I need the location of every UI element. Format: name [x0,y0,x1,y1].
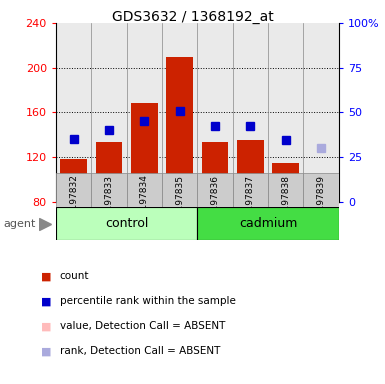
Text: GSM197838: GSM197838 [281,174,290,230]
Bar [197,173,233,207]
Text: agent: agent [4,218,36,229]
Text: percentile rank within the sample: percentile rank within the sample [60,296,236,306]
Text: GSM197837: GSM197837 [246,174,255,230]
Text: GSM197832: GSM197832 [69,174,78,229]
Bar [303,23,339,202]
Text: GDS3632 / 1368192_at: GDS3632 / 1368192_at [112,10,273,23]
Bar [273,162,299,202]
Bar [198,23,233,202]
Bar [197,207,339,240]
Text: GSM197836: GSM197836 [211,174,219,230]
Text: rank, Detection Call = ABSENT: rank, Detection Call = ABSENT [60,346,220,356]
Bar [91,23,127,202]
Text: GSM197839: GSM197839 [316,174,326,230]
Bar [60,159,87,202]
Bar [127,173,162,207]
Bar [303,173,339,207]
Text: count: count [60,271,89,281]
Bar [268,23,303,202]
Bar [237,140,264,202]
Text: value, Detection Call = ABSENT: value, Detection Call = ABSENT [60,321,225,331]
Bar [95,142,122,202]
Bar [166,56,193,202]
Bar [308,193,335,202]
Text: ■: ■ [41,296,52,306]
Bar [91,173,127,207]
Text: ■: ■ [41,321,52,331]
Text: ■: ■ [41,346,52,356]
Bar [56,23,91,202]
Bar [127,23,162,202]
Text: cadmium: cadmium [239,217,297,230]
Bar [131,103,157,202]
Bar [162,173,197,207]
Text: control: control [105,217,148,230]
Bar [268,173,303,207]
Bar [56,173,91,207]
Text: ■: ■ [41,271,52,281]
Bar [162,23,198,202]
Bar [233,173,268,207]
Text: GSM197835: GSM197835 [175,174,184,230]
Bar [56,207,197,240]
Bar [233,23,268,202]
Text: GSM197834: GSM197834 [140,174,149,229]
Text: GSM197833: GSM197833 [104,174,114,230]
Bar [202,142,228,202]
